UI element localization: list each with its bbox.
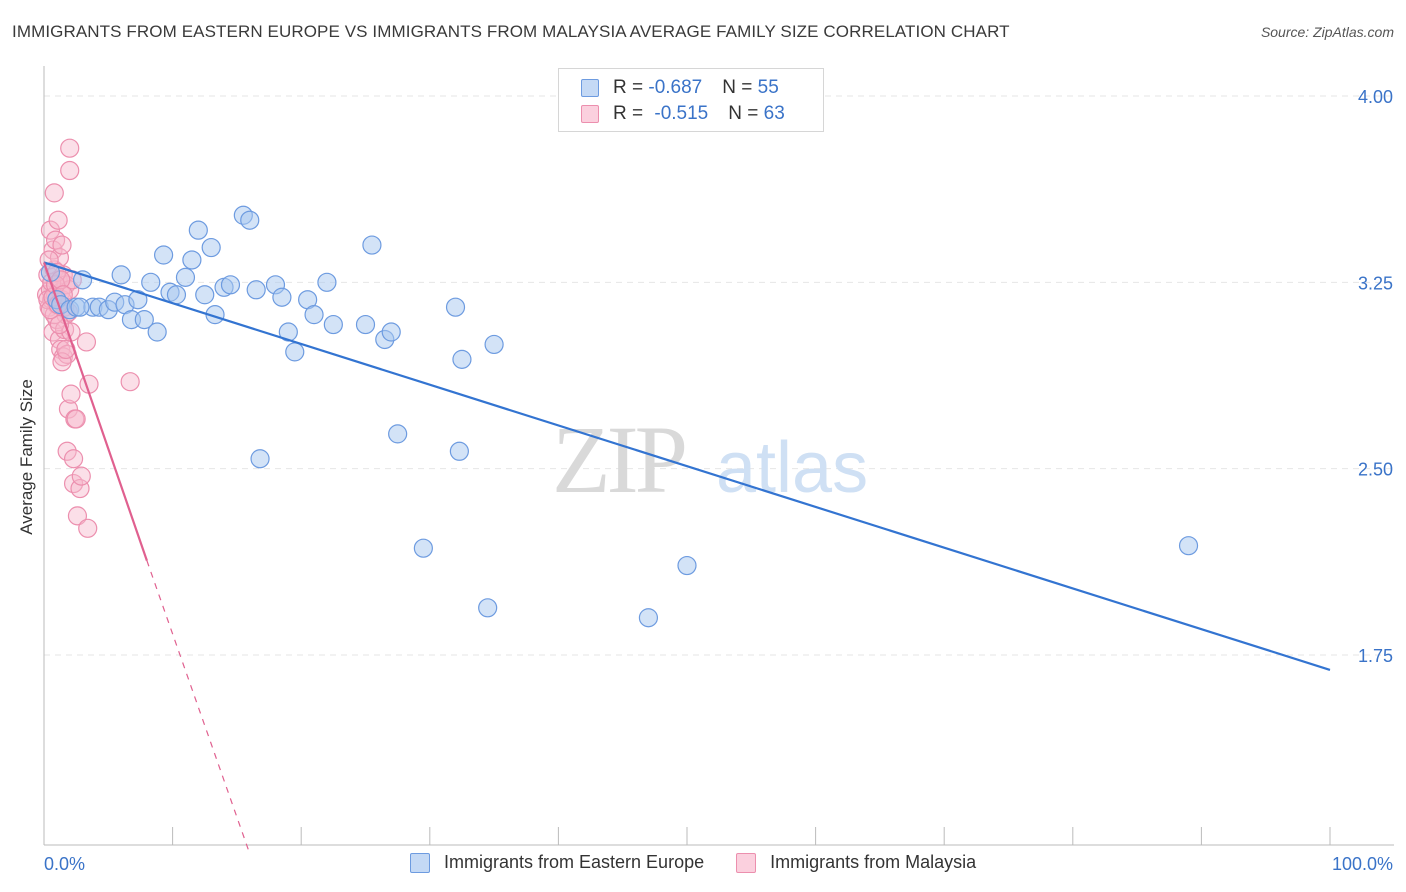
watermark: ZIP atlas [552,406,868,513]
blue-point [134,310,154,330]
pink-point [66,409,86,429]
pink-point [78,518,98,538]
y-axis-title: Average Family Size [17,379,36,535]
blue-point [413,538,433,558]
blue-point [484,334,504,355]
y-tick-label: 3.25 [1358,273,1393,293]
pink-point [58,399,79,419]
blue-point [111,265,131,285]
pink-point [63,473,84,494]
axes [43,66,1394,846]
blue-point [182,250,202,270]
blue-point [452,349,472,369]
watermark-atlas: atlas [716,428,868,508]
pink-point [40,220,61,240]
blue-point [147,322,167,342]
pink-point [60,160,80,181]
pink-swatch [736,852,757,873]
blue-point [250,449,270,469]
blue-point [677,555,697,576]
blue-point [195,285,215,305]
blue-point [317,272,337,292]
legend-r-value: -0.515 [654,103,709,124]
blue-point [175,267,196,287]
blue-point [445,297,466,317]
blue-point [388,424,408,444]
pink-series-points [36,138,140,538]
legend-n-value: 55 [757,77,779,98]
blue-point [272,287,292,307]
x-tick-label: 100.0% [1332,854,1393,874]
pink-point [52,352,72,372]
pink-point [52,235,72,255]
pink-point [48,210,68,230]
blue-point [188,220,208,240]
blue-point [153,245,174,265]
x-tick-label: 0.0% [44,854,85,874]
blue-point [304,305,324,325]
blue-point [381,322,401,342]
pink-point [67,506,88,526]
blue-point [141,272,161,292]
blue-point [362,235,382,255]
pink-trend-line [42,262,148,561]
legend-row-malaysia: R = -0.515 N = 63 [581,102,785,126]
chart-title: IMMIGRANTS FROM EASTERN EUROPE VS IMMIGR… [12,22,1010,41]
y-tick-label: 1.75 [1358,646,1393,666]
pink-point [120,372,140,392]
blue-point [285,342,305,362]
legend-r-label: R = [613,77,649,98]
blue-point [1178,536,1199,556]
blue-swatch [581,79,599,97]
correlation-legend: R = -0.687 N = 55 R = -0.515 N = 63 [558,68,824,132]
blue-point [128,290,148,310]
blue-point [220,275,241,295]
legend-item-malaysia: Immigrants from Malaysia [736,852,976,873]
blue-point [355,314,376,335]
y-tick-label: 2.50 [1358,460,1393,480]
legend-label: Immigrants from Eastern Europe [444,852,705,872]
blue-point [449,441,469,461]
source-label: Source: ZipAtlas.com [1260,24,1394,40]
blue-point [638,608,659,628]
blue-point [323,314,343,335]
blue-point [246,280,266,300]
blue-point [478,598,498,618]
legend-n-value: 63 [763,103,785,124]
tick-labels: 1.75 2.50 3.25 4.00 0.0% 100.0% [44,87,1393,874]
blue-point [166,285,187,305]
pink-point [44,183,64,203]
legend-r-value: -0.687 [648,77,703,98]
legend-n-label: N = [722,77,758,98]
blue-point [240,210,260,230]
pink-point [60,138,80,158]
pink-point [71,466,91,486]
legend-label: Immigrants from Malaysia [770,852,977,872]
pink-point [61,384,81,404]
trend-lines [42,261,1331,854]
grid-lines [44,95,1394,656]
legend-r-label: R = [613,103,649,124]
pink-point [76,332,97,352]
blue-trend-line [43,261,1331,671]
pink-point [63,449,84,469]
legend-n-label: N = [728,103,764,124]
blue-point [70,297,90,317]
pink-trend-extension [146,560,251,854]
series-legend: Immigrants from Eastern Europe Immigrant… [410,852,1008,873]
pink-swatch [581,105,599,123]
legend-item-eastern-europe: Immigrants from Eastern Europe [410,852,704,873]
pink-point [57,441,77,461]
legend-row-eastern-europe: R = -0.687 N = 55 [581,76,779,100]
y-tick-label: 4.00 [1358,87,1393,107]
blue-point [201,237,221,258]
blue-swatch [410,852,430,873]
